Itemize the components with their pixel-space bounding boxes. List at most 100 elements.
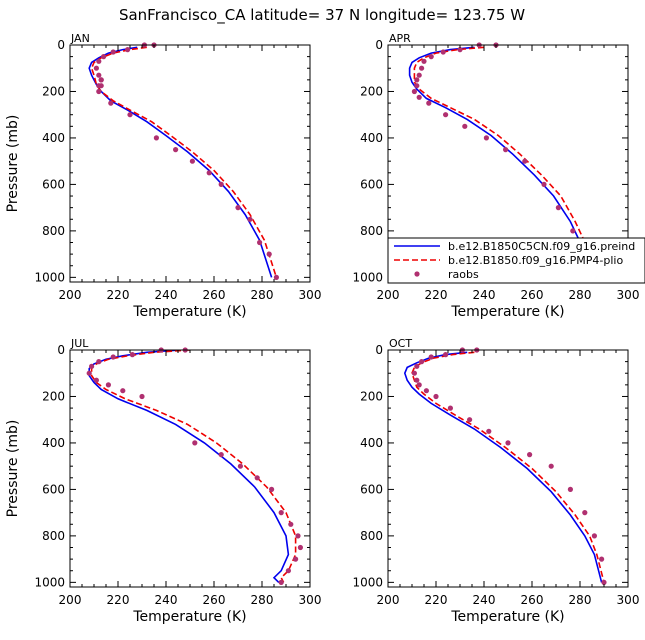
raobs-point — [555, 205, 562, 211]
raobs-point — [269, 486, 275, 492]
raobs-point — [173, 147, 179, 153]
raobs-point — [96, 359, 102, 365]
raobs-point — [426, 100, 432, 106]
y-tick-label: 1000 — [352, 270, 383, 284]
raobs-point — [257, 239, 263, 246]
x-tick-label: 280 — [569, 288, 592, 302]
y-tick-label: 200 — [360, 84, 383, 98]
raobs-point — [278, 579, 284, 586]
series-line-1 — [88, 350, 290, 583]
raobs-point — [591, 533, 598, 539]
raobs-point — [98, 77, 104, 83]
raobs-point — [447, 405, 453, 411]
series-line-1 — [88, 46, 273, 278]
x-tick-label: 220 — [425, 288, 448, 302]
panel-month-label: APR — [389, 32, 411, 45]
x-axis-label: Temperature (K) — [450, 609, 564, 625]
raobs-point — [295, 533, 301, 539]
raobs-point — [599, 556, 605, 562]
raobs-point — [129, 352, 135, 358]
raobs-point — [110, 354, 116, 360]
x-tick-label: 200 — [377, 593, 400, 607]
y-axis-label: Pressure (mb) — [5, 115, 21, 213]
raobs-point — [96, 88, 102, 95]
x-tick-label: 280 — [251, 593, 274, 607]
legend-entry: b.e12.B1850.f09_g16.PMP4-plio — [448, 254, 623, 267]
series-line-2 — [90, 350, 297, 583]
series-line-2 — [411, 351, 605, 583]
raobs-point — [411, 88, 417, 95]
plot-frame — [69, 44, 311, 283]
raobs-point — [237, 463, 243, 469]
raobs-point — [288, 521, 294, 527]
raobs-point — [411, 370, 417, 376]
x-axis-label: Temperature (K) — [132, 304, 246, 320]
raobs-point — [153, 135, 159, 141]
x-tick-label: 260 — [521, 288, 544, 302]
x-tick-label: 220 — [425, 593, 448, 607]
legend-swatch — [414, 271, 420, 277]
raobs-point — [601, 579, 607, 586]
raobs-point — [139, 393, 145, 400]
y-tick-label: 200 — [360, 389, 383, 403]
raobs-point — [428, 354, 434, 360]
raobs-point — [96, 72, 102, 78]
panel-jan: 200 220 240 260 280 300 0 200 400 600 800 1000 JAN Te… — [5, 32, 321, 320]
legend-entry: b.e12.B1850C5CN.f09_g16.preind — [448, 240, 635, 253]
x-tick-label: 260 — [203, 288, 226, 302]
y-tick-label: 800 — [42, 224, 65, 238]
panel-month-label: JAN — [70, 32, 90, 45]
x-tick-label: 240 — [155, 288, 178, 302]
raobs-point — [120, 388, 126, 394]
y-tick-label: 1000 — [34, 270, 65, 284]
raobs-point — [93, 65, 99, 71]
raobs-point — [428, 54, 434, 60]
y-tick-label: 800 — [360, 224, 383, 238]
x-tick-label: 280 — [251, 288, 274, 302]
raobs-point — [273, 274, 279, 280]
raobs-point — [96, 83, 102, 89]
raobs-point — [89, 363, 95, 369]
panel-oct: 200 220 240 260 280 300 0 200 400 600 800 1000 OCT Te… — [352, 337, 639, 625]
raobs-point — [247, 216, 253, 222]
x-tick-label: 220 — [107, 593, 130, 607]
panels: 200 220 240 260 280 300 0 200 400 600 800 1000 JAN Te… — [5, 32, 645, 625]
raobs-point — [567, 486, 574, 492]
raobs-point — [293, 556, 299, 562]
x-tick-label: 240 — [473, 593, 496, 607]
panel-month-label: JUL — [70, 337, 89, 350]
y-tick-label: 200 — [42, 389, 65, 403]
raobs-point — [108, 100, 114, 106]
raobs-point — [189, 158, 195, 164]
y-tick-label: 0 — [57, 343, 65, 357]
y-tick-label: 200 — [42, 84, 65, 98]
raobs-point — [414, 377, 420, 383]
x-tick-label: 300 — [299, 288, 322, 302]
raobs-point — [419, 359, 425, 365]
raobs-point — [125, 47, 131, 53]
raobs-point — [443, 112, 449, 118]
legend: b.e12.B1850C5CN.f09_g16.preindb.e12.B185… — [387, 237, 645, 284]
raobs-point — [527, 452, 533, 458]
x-tick-label: 240 — [473, 288, 496, 302]
raobs-point — [414, 77, 420, 83]
y-tick-label: 400 — [360, 131, 383, 145]
raobs-point — [416, 94, 422, 100]
y-tick-label: 1000 — [34, 575, 65, 589]
raobs-point — [462, 123, 468, 129]
x-axis-label: Temperature (K) — [132, 609, 246, 625]
raobs-point — [278, 509, 284, 516]
raobs-point — [433, 393, 439, 400]
legend-entry: raobs — [448, 268, 479, 281]
raobs-point — [101, 54, 107, 60]
y-tick-label: 400 — [42, 436, 65, 450]
y-tick-label: 0 — [57, 38, 65, 52]
raobs-point — [86, 370, 92, 376]
y-tick-label: 0 — [375, 38, 383, 52]
raobs-point — [467, 417, 473, 423]
y-tick-label: 0 — [375, 343, 383, 357]
figure-title: SanFrancisco_CA latitude= 37 N longitude… — [119, 6, 525, 25]
raobs-point — [503, 147, 509, 153]
y-tick-label: 600 — [360, 177, 383, 191]
y-axis-label: Pressure (mb) — [5, 420, 21, 518]
